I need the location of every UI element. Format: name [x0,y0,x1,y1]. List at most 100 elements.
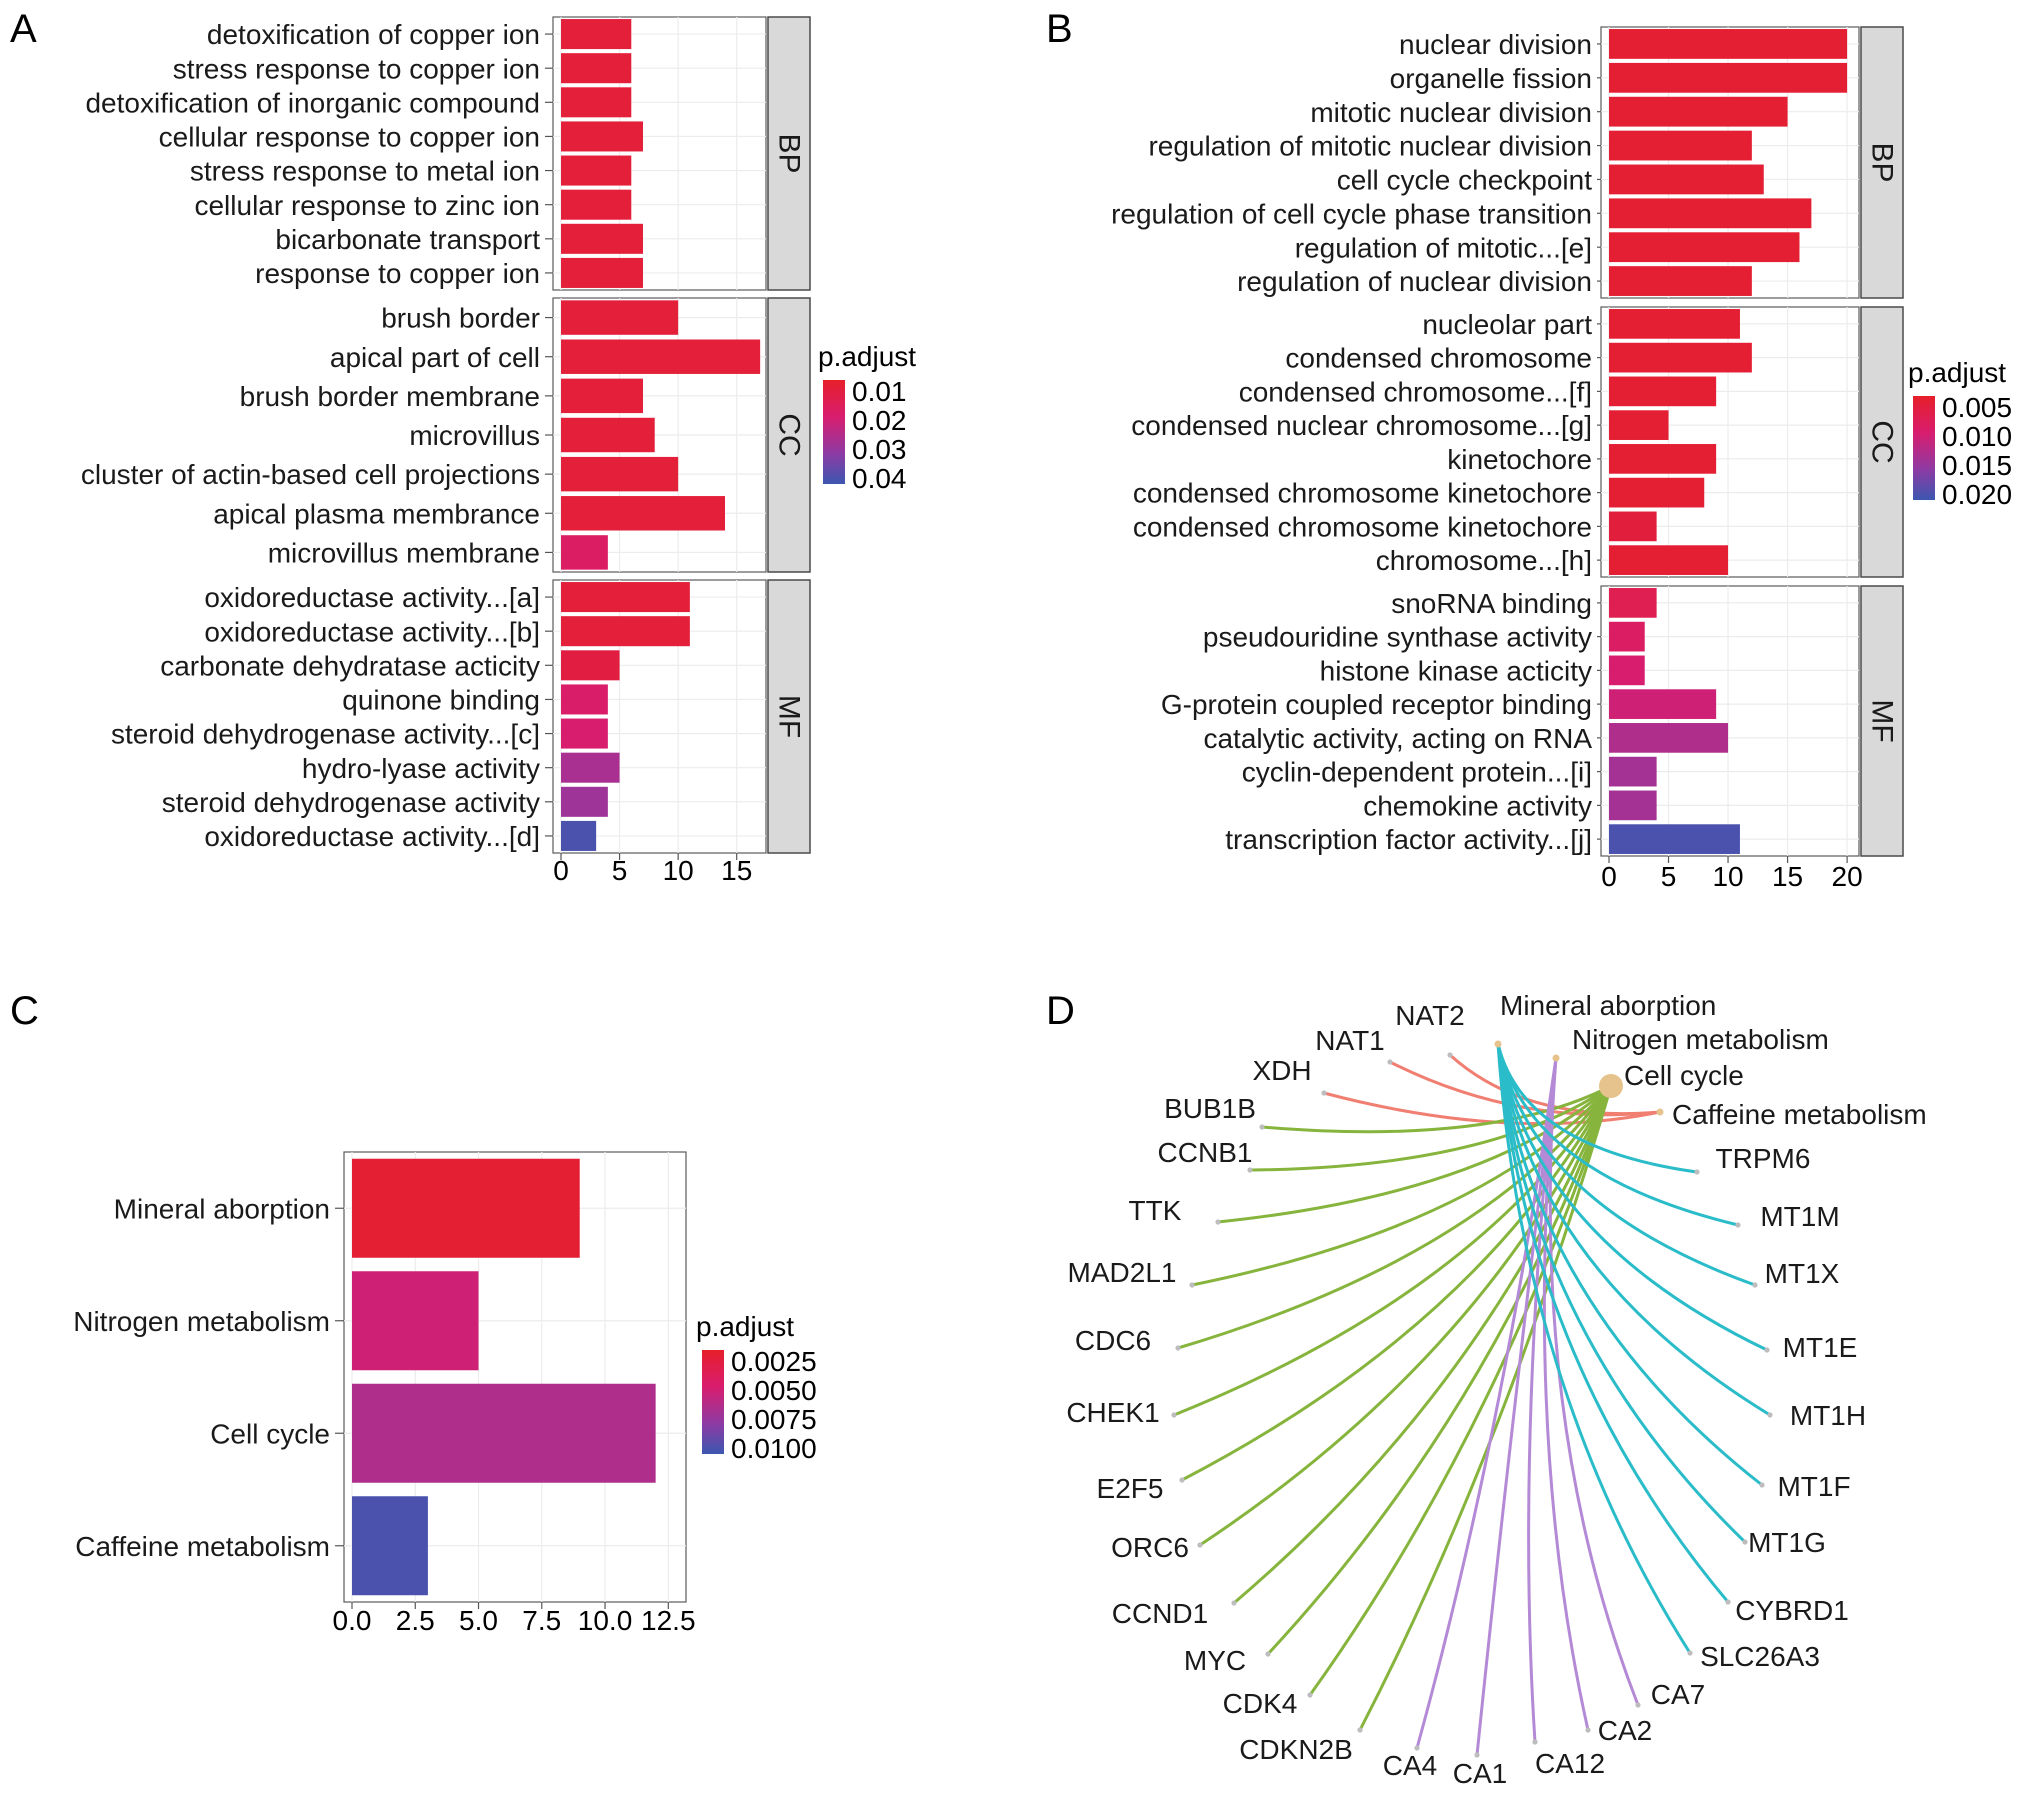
panel-b-category-label: condensed nuclear chromosome...[g] [1131,410,1592,441]
panel-b-bar [1609,410,1669,440]
panel-d-gene-label: CA12 [1535,1748,1605,1779]
panel-a-bar [561,223,643,254]
panel-b-category-label: nuclear division [1399,29,1592,60]
panel-d-gene-node [1197,1542,1203,1548]
panel-b-bar [1609,266,1752,296]
panel-b-category-label: nucleolar part [1422,309,1592,340]
panel-a-category-label: carbonate dehydratase acticity [160,650,540,681]
panel-a-bar [561,582,690,613]
panel-b-bar [1609,376,1717,407]
panel-d-gene-label: CA1 [1453,1758,1507,1789]
panel-a-category-label: response to copper ion [255,258,540,289]
panel-b-bar [1609,790,1657,821]
panel-d-gene-label: TTK [1129,1195,1182,1226]
panel-d-gene-node [1179,1477,1185,1483]
panel-c-legend-colorbar [702,1350,724,1454]
panel-d-pathway-label: Mineral aborption [1500,990,1716,1021]
panel-a-x-tick-label: 5 [612,855,628,886]
panel-d-gene-node [1265,1651,1271,1657]
panel-d-edge [1266,1085,1613,1656]
panel-d-gene-node [1725,1599,1731,1605]
panel-d-pathway-label: Caffeine metabolism [1672,1099,1927,1130]
panel-a-bar [561,19,632,50]
panel-d-gene-node [1189,1282,1195,1288]
panel-b-category-label: condensed chromosome...[f] [1239,376,1592,407]
panel-b-x-tick-label: 5 [1661,861,1677,892]
panel-b-x-tick-label: 0 [1601,861,1617,892]
panel-d-gene-label: MT1G [1748,1527,1826,1558]
panel-b-category-label: G-protein coupled receptor binding [1161,689,1592,720]
panel-d-pathway-node [1552,1054,1560,1062]
panel-letter-a: A [10,7,37,51]
panel-d-gene-node [1387,1059,1393,1065]
panel-d-edge [1415,1057,1558,1749]
panel-d-edge [1261,1084,1612,1134]
panel-c-legend-tick: 0.0100 [731,1433,817,1464]
panel-d-gene-node [1742,1539,1748,1545]
panel-d-gene-node [1764,1347,1770,1353]
panel-c-legend-tick: 0.0025 [731,1346,817,1377]
panel-b-category-label: condensed chromosome kinetochore [1133,511,1592,542]
panel-a-category-label: hydro-lyase activity [302,753,540,784]
panel-a-category-label: oxidoreductase activity...[a] [204,582,540,613]
panel-b-legend-title: p.adjust [1908,357,2006,388]
panel-b-bar [1609,588,1657,618]
panel-a-category-label: steroid dehydrogenase activity [162,787,540,818]
panel-d-gene-label: MT1E [1783,1332,1858,1363]
panel-b-legend: p.adjust 0.005 0.010 0.015 0.020 [1908,357,2012,510]
panel-a-category-label: cellular response to copper ion [159,122,540,153]
panel-d-gene-label: CDC6 [1075,1325,1151,1356]
panel-d-gene-node [1752,1282,1758,1288]
panel-a-x-tick-label: 15 [721,855,752,886]
panel-a-facet-mf: oxidoreductase activity...[a]oxidoreduct… [111,579,811,854]
panel-a-category-label: microvillus membrane [268,538,540,569]
panel-c-legend-tick: 0.0075 [731,1404,817,1435]
panel-a-facet-label: BP [773,133,806,173]
panel-d-gene-label: MT1F [1777,1471,1850,1502]
panel-d-gene-node [1247,1167,1253,1173]
panel-d-gene-label: CA7 [1651,1679,1705,1710]
panel-b-category-label: regulation of nuclear division [1237,266,1592,297]
panel-b-bar [1609,621,1645,652]
panel-b-bar [1609,444,1717,474]
panel-a-category-label: apical part of cell [330,342,540,373]
panel-b-bar [1609,511,1657,542]
panel-d-gene-node [1321,1090,1327,1096]
panel-c-kegg-barchart: Mineral aborption Nitrogen metabolism Cell… [73,1151,817,1636]
panel-a-bar [561,417,655,453]
panel-a-facet-strip [767,579,811,854]
panel-b-bar [1609,96,1788,127]
panel-letter-c: C [10,989,39,1033]
panel-a-bar [561,189,632,220]
panel-a-bar [561,339,761,374]
panel-c-category-label: Mineral aborption [114,1193,330,1224]
panel-b-bar [1609,477,1705,508]
panel-a-legend-tick: 0.03 [852,434,907,465]
panel-a-legend-title: p.adjust [818,341,916,372]
panel-b-category-label: pseudouridine synthase activity [1203,622,1592,653]
panel-a-bar [561,616,690,647]
panel-a-category-label: cluster of actin-based cell projections [81,459,540,490]
panel-d-gene-label: TRPM6 [1716,1143,1811,1174]
panel-d-edge [1527,1057,1558,1743]
panel-c-legend-title: p.adjust [696,1311,794,1342]
panel-b-bar [1609,824,1740,854]
panel-d-edge [1542,1057,1590,1731]
panel-a-bar [561,650,620,681]
panel-b-x-tick-label: 20 [1832,861,1863,892]
panel-b-bar [1609,723,1729,753]
panel-a-category-label: stress response to metal ion [190,156,540,187]
panel-d-gene-label: CDK4 [1223,1688,1298,1719]
panel-d-gene-label: MT1H [1790,1400,1866,1431]
panel-a-facet-label: CC [773,413,806,456]
panel-a-category-label: steroid dehydrogenase activity...[c] [111,719,540,750]
panel-a-facet-strip [767,297,811,573]
panel-b-x-tick-label: 10 [1712,861,1743,892]
panel-d-edge [1496,1043,1756,1287]
panel-d-gene-label: CDKN2B [1239,1734,1353,1765]
panel-d-gene-node [1635,1702,1641,1708]
panel-b-x-axis: 0 5 10 15 20 [1601,856,1863,892]
panel-b-facet-strip [1860,585,1904,857]
